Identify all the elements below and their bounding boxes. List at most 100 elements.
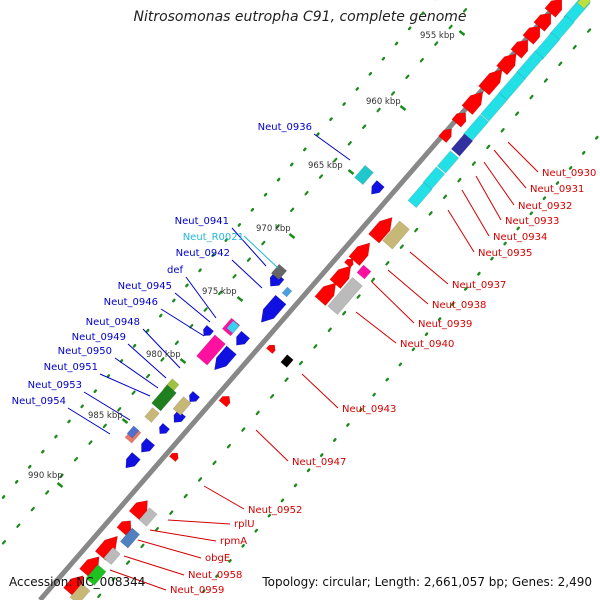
tick-dot (254, 528, 259, 533)
outer-feature (103, 547, 121, 565)
reverse-cds-shape (461, 91, 484, 116)
tick-minor (471, 161, 476, 166)
forward-gene-label-leader (231, 227, 267, 267)
tick-minor (255, 410, 260, 416)
tick-dot (359, 407, 363, 412)
tick-minor (284, 377, 289, 382)
reverse-gene-label-leader (255, 429, 289, 462)
reverse-gene-label: Neut_0938 (432, 300, 486, 311)
reverse-gene-label-leader (109, 569, 167, 591)
tick-dot (224, 238, 229, 242)
forward-cds (188, 390, 201, 403)
forward-feature (226, 320, 240, 334)
kbp-label: 980 kbp (146, 350, 181, 360)
forward-feature-shape (226, 320, 240, 334)
forward-gene-label: Neut_0945 (118, 281, 172, 292)
forward-gene-label: def (167, 265, 184, 276)
tick-minor (419, 57, 424, 63)
tick-minor (246, 257, 251, 262)
outer-feature-shape (103, 547, 121, 565)
outer-feature-shape (436, 150, 460, 174)
reverse-gene-label-leader (507, 141, 539, 173)
label-layer: 955 kbp 960 kbp 965 kbp 970 kbp 975 kbp 980 k… (12, 31, 597, 596)
forward-feature (281, 286, 293, 298)
forward-gene-label-leader (99, 373, 151, 397)
outer-feature (356, 264, 372, 280)
leader-line-layer (67, 133, 539, 591)
grey-feature-shape (280, 354, 294, 368)
tick-dot (14, 479, 19, 484)
tick-minor (486, 144, 491, 150)
outer-feature-shape (450, 133, 474, 157)
forward-cds-shape (214, 345, 237, 371)
reverse-cds-shape (478, 68, 503, 96)
tick-dot (306, 468, 311, 473)
tick-dot (267, 513, 272, 518)
tick-minor (385, 261, 390, 266)
reverse-gene-label: Neut_0932 (518, 201, 572, 212)
tick-minor (16, 523, 21, 528)
tick-dot (450, 302, 455, 306)
tick-minor (457, 177, 462, 183)
reverse-gene-label-leader (387, 269, 429, 305)
reverse-cds (544, 0, 563, 18)
tick-dot (280, 498, 285, 503)
outer-feature-shape (462, 114, 490, 142)
tick-dot (420, 11, 425, 16)
forward-feature-shape (270, 263, 288, 281)
grey-feature (280, 354, 294, 368)
forward-cds (125, 451, 141, 469)
tick-dot (211, 253, 215, 258)
tick-dot (385, 377, 389, 382)
outer-feature-shape (327, 276, 363, 316)
forward-feature (126, 425, 140, 439)
reverse-cds (314, 282, 337, 307)
reverse-cds-small (168, 452, 179, 463)
reverse-cds (522, 25, 541, 45)
reverse-cds-shape (368, 216, 393, 244)
reverse-gene-label: Neut_0931 (530, 184, 584, 195)
tick-dot (202, 589, 206, 594)
forward-gene-label-leader (313, 133, 351, 161)
forward-feature-shape (126, 425, 140, 439)
reverse-gene-label: rpmA (220, 536, 247, 547)
tick-dot (80, 404, 84, 409)
reverse-gene-label-leader (371, 281, 415, 324)
outer-feature-shape (422, 166, 446, 190)
forward-gene-label-leader (185, 276, 217, 319)
tick-minor (318, 174, 324, 179)
outer-feature (480, 92, 508, 122)
reverse-cds-shape (438, 128, 452, 143)
tick-dot (346, 423, 350, 427)
reverse-cds-shape (314, 282, 337, 307)
tick-minor (390, 91, 396, 96)
reverse-gene-label: obgE (205, 553, 230, 564)
tick-dot (276, 177, 281, 182)
reverse-cds-small-shape (218, 395, 231, 408)
kbp-label: 975 kbp (202, 287, 237, 297)
outer-feature-shape (138, 507, 158, 527)
reverse-gene-label-leader (137, 539, 202, 559)
reverse-cds-shape (510, 39, 529, 59)
outer-feature-shape (356, 264, 372, 280)
outer-feature-shape (407, 181, 433, 209)
tick-dot (394, 41, 399, 46)
tick-minor (59, 473, 64, 479)
reverse-gene-label: Neut_0930 (542, 168, 596, 179)
tick-dot (198, 268, 202, 273)
tick-dot (372, 392, 376, 397)
forward-gene-label: Neut_0951 (44, 362, 98, 373)
tick-dot (319, 453, 324, 458)
kbp-label: 990 kbp (28, 471, 63, 481)
outer-feature (549, 14, 575, 42)
forward-cds (158, 422, 171, 435)
forward-cds (371, 180, 385, 195)
forward-feature (196, 334, 226, 366)
reverse-gene-label-leader (301, 373, 339, 409)
reverse-cds-small (265, 344, 276, 355)
reverse-cds (368, 216, 393, 244)
reverse-gene-label: Neut_0952 (248, 505, 302, 516)
tick-dot (329, 117, 333, 122)
tick-dot (568, 166, 573, 170)
